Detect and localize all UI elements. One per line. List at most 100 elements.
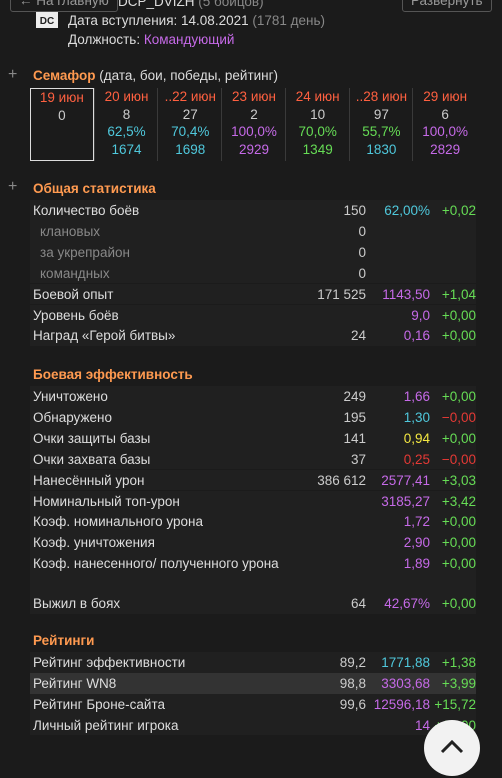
stat-row: командных 0 bbox=[30, 262, 476, 284]
stat-row: Коэф. уничтожения 2,90 +0,00 bbox=[30, 532, 476, 554]
stat-row: Уничтожено 249 1,66 +0,00 bbox=[30, 386, 476, 407]
battles: 0 bbox=[58, 107, 66, 123]
rating: 1674 bbox=[111, 141, 142, 157]
label: Уровень боёв bbox=[33, 307, 119, 323]
date: 24 июн bbox=[295, 89, 340, 104]
semaphore-column: ..22 июн 27 70,4% 1698 bbox=[157, 88, 222, 161]
average: 1143,50 bbox=[382, 286, 430, 302]
semaphore-column: 29 июн 6 100,0% 2829 bbox=[412, 88, 477, 161]
expand-icon[interactable]: + bbox=[8, 178, 18, 195]
stat-row: Наград «Герой битвы» 24 0,16 +0,00 bbox=[30, 325, 476, 347]
label: Коэф. номинального урона bbox=[33, 514, 203, 530]
delta: +3,42 bbox=[441, 493, 476, 509]
delta: +3,03 bbox=[441, 472, 476, 488]
label: Обнаружено bbox=[33, 409, 112, 425]
expand-button[interactable]: Развернуть bbox=[402, 0, 492, 12]
average: 2,90 bbox=[403, 535, 430, 551]
label: клановых bbox=[40, 223, 101, 239]
stat-row: Рейтинг Броне-сайта 99,6 12596,18 +15,72 bbox=[30, 693, 476, 715]
clan-emblem: DC bbox=[36, 12, 58, 28]
label: Рейтинг WN8 bbox=[33, 675, 117, 691]
role: Командующий bbox=[143, 32, 235, 47]
role-label: Должность: bbox=[68, 32, 141, 47]
semaphore-column: 24 июн 10 70,0% 1349 bbox=[284, 88, 350, 161]
stat-row: Уровень боёв 9,0 +0,00 bbox=[30, 304, 476, 326]
semaphore-column: ..28 июн 97 55,7% 1830 bbox=[348, 88, 414, 161]
rating: 1830 bbox=[366, 141, 397, 157]
average: 0,25 bbox=[403, 451, 430, 467]
average: 62,00% bbox=[384, 203, 430, 218]
label: Очки защиты базы bbox=[33, 430, 151, 446]
value: 37 bbox=[350, 451, 366, 467]
clan-tag: DCP_DVIZH bbox=[118, 0, 195, 9]
section-title: Семафор bbox=[33, 68, 96, 83]
scroll-top-button[interactable] bbox=[422, 718, 482, 778]
delta: +1,38 bbox=[441, 655, 476, 670]
battles: 8 bbox=[122, 106, 131, 122]
label: Номинальный топ-урон bbox=[33, 493, 180, 509]
average: 0,16 bbox=[403, 328, 430, 344]
value: 99,6 bbox=[339, 696, 366, 712]
stat-row: за укрепрайон 0 bbox=[30, 241, 476, 263]
section-subtitle: (дата, бои, победы, рейтинг) bbox=[99, 68, 279, 83]
label: Количество боёв bbox=[33, 203, 140, 218]
stat-row: Рейтинг WN8 98,8 3303,68 +3,99 bbox=[30, 672, 476, 694]
label: Рейтинг Броне-сайта bbox=[33, 696, 165, 712]
label: командных bbox=[40, 265, 110, 281]
battles: 97 bbox=[373, 106, 389, 122]
rating: 2929 bbox=[238, 141, 270, 157]
back-button[interactable]: ← На главную bbox=[10, 0, 118, 12]
section-title: Рейтинги bbox=[33, 633, 95, 648]
value: 195 bbox=[343, 409, 366, 425]
semaphore-column: 20 июн 8 62,5% 1674 bbox=[93, 88, 159, 161]
label: Личный рейтинг игрока bbox=[33, 717, 179, 733]
winrate: 62,5% bbox=[107, 124, 146, 139]
label: Уничтожено bbox=[33, 389, 108, 404]
average: 1,30 bbox=[403, 409, 430, 425]
value: 141 bbox=[343, 430, 366, 446]
rating: 2829 bbox=[430, 141, 461, 157]
average: 12596,18 bbox=[373, 696, 430, 712]
stat-row: Очки защиты базы 141 0,94 +0,00 bbox=[30, 427, 476, 449]
stat-row: Выжил в боях 64 42,67% +0,00 bbox=[30, 593, 476, 615]
battles: 10 bbox=[310, 106, 326, 122]
semaphore-header: Семафор (дата, бои, победы, рейтинг) bbox=[33, 68, 278, 83]
stat-row: Боевой опыт 171 525 1143,50 +1,04 bbox=[30, 283, 476, 305]
average: 1,89 bbox=[403, 556, 430, 572]
rating: 1698 bbox=[175, 141, 206, 157]
semaphore-table: 19 июн 0 20 июн 8 62,5% 1674 ..22 июн 27 70,4% 16… bbox=[30, 88, 476, 161]
page: {"header":{"back_button":"← На главную",… bbox=[8, 0, 492, 776]
winrate: 100,0% bbox=[231, 124, 277, 139]
delta: +0,00 bbox=[441, 328, 476, 344]
delta: +0,00 bbox=[441, 514, 476, 530]
value: 249 bbox=[343, 389, 366, 404]
delta: +3,99 bbox=[441, 675, 476, 691]
value: 98,8 bbox=[339, 675, 366, 691]
delta: −0,00 bbox=[441, 451, 476, 467]
expand-icon[interactable]: + bbox=[8, 66, 18, 83]
value: 171 525 bbox=[317, 286, 366, 302]
delta: +0,00 bbox=[441, 389, 476, 404]
average: 3303,68 bbox=[381, 675, 430, 691]
label: Выжил в боях bbox=[33, 596, 121, 612]
label: Наград «Герой битвы» bbox=[33, 328, 176, 344]
value: 64 bbox=[350, 596, 366, 612]
value: 150 bbox=[343, 203, 366, 218]
average: 2577,41 bbox=[381, 472, 430, 488]
date: ..22 июн bbox=[164, 89, 216, 104]
date: 20 июн bbox=[104, 89, 149, 104]
average: 0,94 bbox=[403, 430, 430, 446]
label: Очки захвата базы bbox=[33, 451, 151, 467]
section-title: Боевая эффективность bbox=[33, 367, 193, 382]
average: 9,0 bbox=[411, 307, 430, 323]
average: 1,72 bbox=[403, 514, 430, 530]
delta: +15,72 bbox=[434, 696, 476, 712]
join-date: 14.08.2021 bbox=[181, 13, 249, 28]
stat-row: Нанесённый урон 386 612 2577,41 +3,03 bbox=[30, 469, 476, 491]
join-days: (1781 день) bbox=[252, 13, 326, 28]
date: 19 июн bbox=[39, 90, 84, 105]
svg-text:DC: DC bbox=[40, 16, 54, 27]
date: 23 июн bbox=[232, 89, 276, 104]
winrate: 70,4% bbox=[171, 124, 210, 139]
stat-row: Номинальный топ-урон 3185,27 +3,42 bbox=[30, 490, 476, 512]
